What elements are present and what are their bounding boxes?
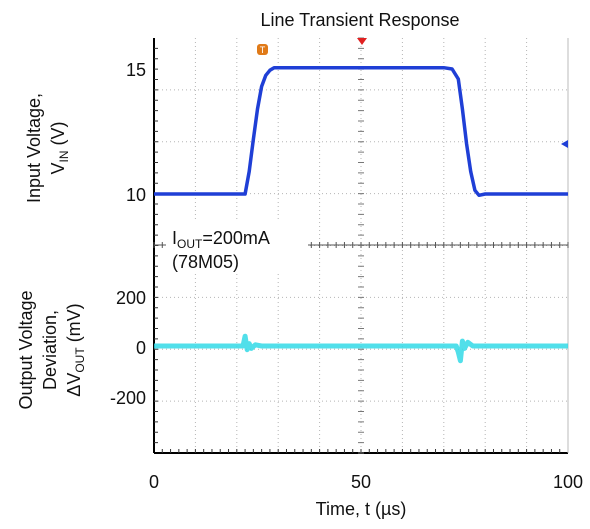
x-ticks: 0 50 100 [149,472,583,492]
output-ylabel-suffix: (mV) [64,303,84,347]
annotation-background [166,222,308,274]
input-ylabel-subscript: IN [57,150,71,162]
annotation-suffix: =200mA [202,228,270,248]
x-tick-label: 100 [553,472,583,492]
input-ylabel-prefix: V [48,162,68,174]
trigger-marker-icon [257,44,268,55]
y-tick-label: 200 [116,288,146,308]
x-axis-label: Time, t (µs) [316,499,407,519]
output-y-ticks: 200 0 -200 [110,288,146,408]
channel-level-icon [561,140,568,148]
input-ylabel-line1: Input Voltage, [24,93,44,203]
output-ylabel-subscript: OUT [73,347,87,373]
trigger-marker-letter: T [260,45,266,55]
annotation-prefix: I [172,228,177,248]
input-voltage-trace [154,65,568,198]
conditions-annotation: IOUT=200mA (78M05) [166,222,308,274]
annotation-line2: (78M05) [172,252,239,272]
y-tick-label: -200 [110,388,146,408]
output-y-axis-label: Output Voltage Deviation, ΔVOUT (mV) [16,290,87,409]
input-y-axis-label: Input Voltage, VIN (V) [24,93,71,203]
y-tick-label: 10 [126,185,146,205]
annotation-line1: IOUT=200mA [172,228,270,251]
y-tick-label: 0 [136,338,146,358]
output-deviation-trace [154,333,568,364]
input-y-ticks: 15 10 [126,60,146,205]
x-tick-label: 50 [351,472,371,492]
output-ylabel-prefix: ΔV [64,373,84,397]
output-panel [154,333,568,364]
input-ylabel-suffix: (V) [48,121,68,150]
input-ylabel-line2: VIN (V) [48,121,71,174]
output-ylabel-line2: Deviation, [40,310,60,390]
chart-title: Line Transient Response [260,10,459,30]
scope-markers: T [257,38,568,148]
output-ylabel-line1: Output Voltage [16,290,36,409]
y-tick-label: 15 [126,60,146,80]
x-tick-label: 0 [149,472,159,492]
input-panel [154,65,568,198]
annotation-subscript: OUT [177,237,203,251]
trigger-position-icon [357,38,367,45]
output-ylabel-line3: ΔVOUT (mV) [64,303,87,396]
